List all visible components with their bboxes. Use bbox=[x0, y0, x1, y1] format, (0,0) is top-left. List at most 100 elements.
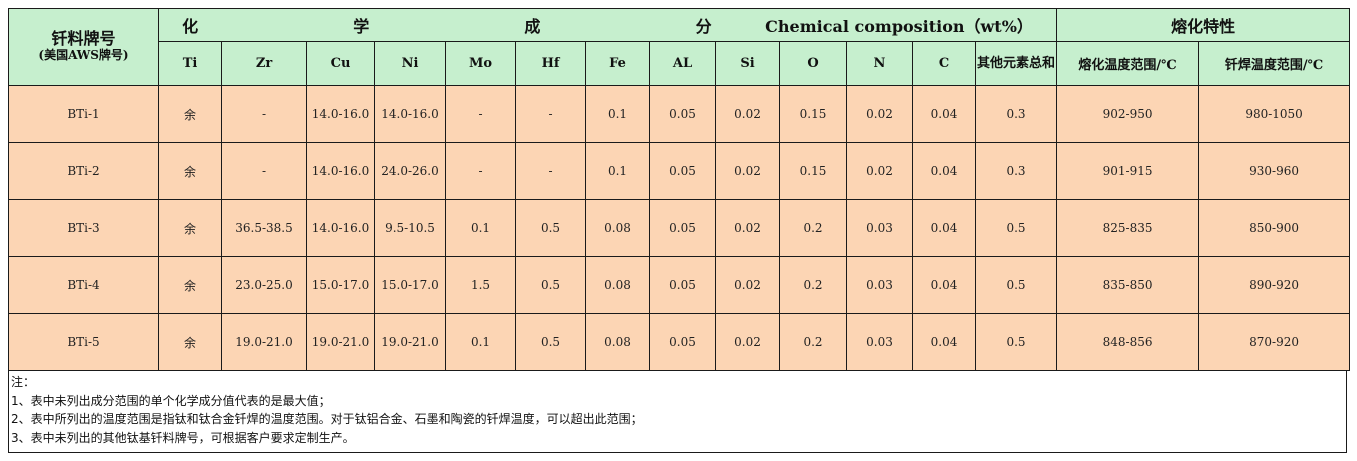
cell-c: 0.04 bbox=[912, 313, 976, 371]
cell-melting-range: 901-915 bbox=[1056, 142, 1200, 200]
cell-other: 0.5 bbox=[974, 313, 1058, 371]
cell-n: 0.03 bbox=[846, 199, 913, 257]
cell-o: 0.15 bbox=[779, 142, 847, 200]
brand-header-subtitle: (美国AWS牌号) bbox=[38, 48, 129, 62]
cell-brazing-range: 930-960 bbox=[1198, 142, 1351, 200]
cell-hf: 0.5 bbox=[515, 256, 586, 314]
cell-si: 0.02 bbox=[715, 85, 780, 143]
cell-ni: 9.5-10.5 bbox=[374, 199, 446, 257]
cell-c: 0.04 bbox=[912, 199, 976, 257]
cell-o: 0.2 bbox=[779, 199, 847, 257]
cell-melting-range: 902-950 bbox=[1056, 85, 1200, 143]
cell-al: 0.05 bbox=[649, 142, 716, 200]
col-si: Si bbox=[715, 41, 780, 86]
cell-hf: - bbox=[515, 142, 586, 200]
cell-zr: - bbox=[221, 85, 307, 143]
cell-zr: 23.0-25.0 bbox=[221, 256, 307, 314]
cell-o: 0.2 bbox=[779, 256, 847, 314]
cell-brazing-range: 850-900 bbox=[1198, 199, 1351, 257]
chemical-composition-header: 化 学 成 分 Chemical composition（wt%） bbox=[157, 8, 1058, 42]
cell-o: 0.2 bbox=[779, 313, 847, 371]
cell-cu: 14.0-16.0 bbox=[306, 199, 375, 257]
col-o: O bbox=[779, 41, 847, 86]
table-row: BTi-5 余 19.0-21.0 19.0-21.0 19.0-21.0 0.1 0.5 0… bbox=[8, 313, 1351, 371]
cell-al: 0.05 bbox=[649, 313, 716, 371]
cell-fe: 0.1 bbox=[585, 85, 650, 143]
cell-fe: 0.08 bbox=[585, 313, 650, 371]
cell-cu: 14.0-16.0 bbox=[306, 142, 375, 200]
cell-al: 0.05 bbox=[649, 85, 716, 143]
table-row: BTi-4 余 23.0-25.0 15.0-17.0 15.0-17.0 1.5 0.5 0… bbox=[8, 256, 1351, 314]
note-item-3: 3、表中未列出的其他钛基钎料牌号，可根据客户要求定制生产。 bbox=[11, 430, 355, 445]
col-melting-range: 熔化温度范围/℃ bbox=[1056, 41, 1200, 86]
cell-other: 0.5 bbox=[974, 199, 1058, 257]
cell-other: 0.3 bbox=[974, 142, 1058, 200]
cell-fe: 0.08 bbox=[585, 199, 650, 257]
cell-ti: 余 bbox=[158, 142, 222, 200]
cell-cu: 19.0-21.0 bbox=[306, 313, 375, 371]
col-hf: Hf bbox=[515, 41, 586, 86]
cell-hf: - bbox=[515, 85, 586, 143]
cell-ni: 19.0-21.0 bbox=[374, 313, 446, 371]
cell-brand: BTi-4 bbox=[8, 256, 159, 314]
cell-zr: 19.0-21.0 bbox=[221, 313, 307, 371]
notes-section: 注： 1、表中未列出成分范围的单个化学成分值代表的是最大值； 2、表中所列出的温… bbox=[8, 371, 1347, 453]
cell-o: 0.15 bbox=[779, 85, 847, 143]
table-row: BTi-1 余 -14.0-16.0 14.0-16.0- -0.1 0.05 0.02 0.… bbox=[8, 85, 1351, 143]
cell-hf: 0.5 bbox=[515, 199, 586, 257]
cell-brand: BTi-5 bbox=[8, 313, 159, 371]
brand-header-title: 钎料牌号 bbox=[51, 29, 116, 48]
col-brazing-range: 钎焊温度范围/℃ bbox=[1198, 41, 1351, 86]
cell-mo: - bbox=[445, 142, 516, 200]
cell-si: 0.02 bbox=[715, 199, 780, 257]
cell-mo: 0.1 bbox=[445, 313, 516, 371]
cell-other: 0.3 bbox=[974, 85, 1058, 143]
table-row: BTi-3 余 36.5-38.5 14.0-16.0 9.5-10.5 0.1 0.5 0.… bbox=[8, 199, 1351, 257]
cell-si: 0.02 bbox=[715, 313, 780, 371]
col-ti: Ti bbox=[158, 41, 222, 86]
cell-ni: 24.0-26.0 bbox=[374, 142, 446, 200]
cell-c: 0.04 bbox=[912, 85, 976, 143]
cell-al: 0.05 bbox=[649, 199, 716, 257]
cell-mo: 1.5 bbox=[445, 256, 516, 314]
cell-zr: 36.5-38.5 bbox=[221, 199, 307, 257]
cell-brazing-range: 870-920 bbox=[1198, 313, 1351, 371]
cell-n: 0.03 bbox=[846, 313, 913, 371]
chem-title-zh: 化 学 成 分 bbox=[182, 17, 760, 36]
col-mo: Mo bbox=[445, 41, 516, 86]
cell-brand: BTi-3 bbox=[8, 199, 159, 257]
brand-header: 钎料牌号 (美国AWS牌号) bbox=[8, 8, 159, 86]
cell-cu: 14.0-16.0 bbox=[306, 85, 375, 143]
cell-melting-range: 825-835 bbox=[1056, 199, 1200, 257]
cell-fe: 0.1 bbox=[585, 142, 650, 200]
cell-hf: 0.5 bbox=[515, 313, 586, 371]
cell-zr: - bbox=[221, 142, 307, 200]
composition-table: 钎料牌号 (美国AWS牌号) 化 学 成 分 Chemical composit… bbox=[8, 8, 1351, 371]
cell-n: 0.02 bbox=[846, 85, 913, 143]
cell-c: 0.04 bbox=[912, 142, 976, 200]
table-body: BTi-1 余 -14.0-16.0 14.0-16.0- -0.1 0.05 0.02 0.… bbox=[8, 85, 1351, 371]
cell-fe: 0.08 bbox=[585, 256, 650, 314]
cell-mo: - bbox=[445, 85, 516, 143]
cell-other: 0.5 bbox=[974, 256, 1058, 314]
column-header-row: Ti Zr Cu Ni Mo Hf Fe AL Si O N C 其他元素总和 … bbox=[9, 41, 1351, 86]
col-fe: Fe bbox=[585, 41, 650, 86]
cell-cu: 15.0-17.0 bbox=[306, 256, 375, 314]
col-c: C bbox=[912, 41, 976, 86]
cell-si: 0.02 bbox=[715, 256, 780, 314]
col-other-elements: 其他元素总和 bbox=[974, 41, 1058, 86]
cell-c: 0.04 bbox=[912, 256, 976, 314]
cell-n: 0.02 bbox=[846, 142, 913, 200]
cell-brand: BTi-1 bbox=[8, 85, 159, 143]
cell-mo: 0.1 bbox=[445, 199, 516, 257]
melting-characteristics-header: 熔化特性 bbox=[1056, 8, 1351, 42]
cell-ti: 余 bbox=[158, 313, 222, 371]
cell-ti: 余 bbox=[158, 256, 222, 314]
cell-al: 0.05 bbox=[649, 256, 716, 314]
col-zr: Zr bbox=[221, 41, 307, 86]
note-item-1: 1、表中未列出成分范围的单个化学成分值代表的是最大值； bbox=[11, 393, 331, 408]
col-al: AL bbox=[649, 41, 716, 86]
notes-label: 注： bbox=[11, 375, 36, 389]
note-item-2: 2、表中所列出的温度范围是指钛和钛合金钎焊的温度范围。对于钛铝合金、石墨和陶瓷的… bbox=[11, 412, 643, 426]
cell-brazing-range: 890-920 bbox=[1198, 256, 1351, 314]
